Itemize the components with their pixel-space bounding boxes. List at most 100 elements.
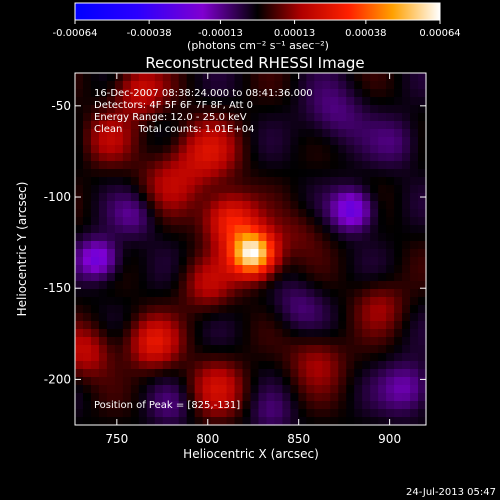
heatmap-cell [274, 81, 284, 90]
heatmap-cell [314, 265, 323, 274]
heatmap-cell [338, 409, 347, 418]
heatmap-cell [90, 201, 100, 210]
heatmap-cell [186, 337, 196, 346]
heatmap-cell [122, 337, 132, 346]
heatmap-cell [314, 193, 323, 202]
heatmap-cell [322, 217, 331, 226]
heatmap-cell [258, 193, 268, 202]
heatmap-cell [362, 353, 371, 362]
heatmap-cell [90, 121, 100, 130]
heatmap-cell [298, 369, 307, 378]
heatmap-cell [250, 121, 260, 130]
heatmap-cell [402, 217, 411, 226]
heatmap-cell [202, 385, 212, 394]
heatmap-cell [250, 153, 260, 162]
heatmap-cell [290, 233, 299, 242]
heatmap-cell [194, 137, 204, 146]
heatmap-cell [154, 417, 164, 426]
heatmap-cell [266, 105, 276, 114]
heatmap-cell [370, 257, 379, 266]
heatmap-cell [394, 353, 403, 362]
heatmap-cell [386, 177, 395, 186]
annotation-time-range: 16-Dec-2007 08:38:24.000 to 08:41:36.000 [94, 88, 313, 99]
heatmap-cell [290, 409, 299, 418]
heatmap-cell [178, 377, 188, 386]
heatmap-cell [146, 257, 156, 266]
heatmap-cell [154, 281, 164, 290]
heatmap-cell [75, 145, 84, 154]
heatmap-cell [178, 313, 188, 322]
heatmap-cell [186, 401, 196, 410]
heatmap-cell [170, 281, 180, 290]
heatmap-cell [202, 369, 212, 378]
heatmap-cell [98, 305, 108, 314]
heatmap-cell [226, 369, 236, 378]
heatmap-cell [402, 265, 411, 274]
heatmap-cell [338, 401, 347, 410]
heatmap-cell [170, 329, 180, 338]
heatmap-cell [322, 409, 331, 418]
heatmap-cell [282, 113, 291, 122]
heatmap-cell [82, 297, 92, 306]
heatmap-cell [226, 185, 236, 194]
heatmap-cell [258, 73, 268, 82]
heatmap-cell [370, 113, 379, 122]
heatmap-cell [250, 89, 260, 98]
heatmap-cell [202, 129, 212, 138]
heatmap-cell [75, 89, 84, 98]
heatmap-cell [130, 233, 140, 242]
heatmap-cell [210, 97, 220, 106]
heatmap-cell [194, 89, 204, 98]
heatmap-cell [210, 409, 220, 418]
heatmap-cell [186, 289, 196, 298]
heatmap-cell [130, 337, 140, 346]
heatmap-cell [298, 289, 307, 298]
heatmap-cell [242, 89, 252, 98]
heatmap-cell [314, 273, 323, 282]
heatmap-cell [218, 73, 228, 82]
heatmap-cell [298, 257, 307, 266]
heatmap-cell [106, 81, 116, 90]
heatmap-cell [106, 281, 116, 290]
heatmap-cell [82, 265, 92, 274]
heatmap-cell [402, 377, 411, 386]
heatmap-cell [250, 217, 260, 226]
heatmap-cell [202, 313, 212, 322]
heatmap-cell [138, 169, 148, 178]
heatmap-cell [146, 297, 156, 306]
heatmap-cell [130, 249, 140, 258]
heatmap-cell [306, 345, 315, 354]
heatmap-cell [306, 257, 315, 266]
heatmap-cell [370, 313, 379, 322]
heatmap-cell [402, 273, 411, 282]
heatmap-cell [298, 193, 307, 202]
heatmap-cell [266, 329, 276, 338]
heatmap-cell [282, 121, 291, 130]
heatmap-cell [402, 121, 411, 130]
heatmap-cell [194, 177, 204, 186]
heatmap-cell [234, 169, 244, 178]
heatmap-cell [330, 401, 339, 410]
heatmap-cell [370, 361, 379, 370]
heatmap-cell [290, 129, 299, 138]
heatmap-cell [194, 249, 204, 258]
heatmap-cell [338, 345, 347, 354]
heatmap-cell [330, 201, 339, 210]
heatmap-cell [75, 105, 84, 114]
heatmap-cell [202, 81, 212, 90]
heatmap-cell [130, 297, 140, 306]
heatmap-cell [258, 249, 268, 258]
heatmap-cell [418, 321, 427, 330]
heatmap-cell [146, 97, 156, 106]
heatmap-cell [402, 233, 411, 242]
heatmap-cell [250, 233, 260, 242]
heatmap-cell [402, 97, 411, 106]
heatmap-cell [258, 417, 268, 426]
heatmap-cell [410, 281, 419, 290]
heatmap-cell [362, 201, 371, 210]
heatmap-cell [202, 89, 212, 98]
heatmap-cell [170, 97, 180, 106]
heatmap-cell [314, 81, 323, 90]
heatmap-cell [314, 225, 323, 234]
heatmap-cell [274, 233, 284, 242]
